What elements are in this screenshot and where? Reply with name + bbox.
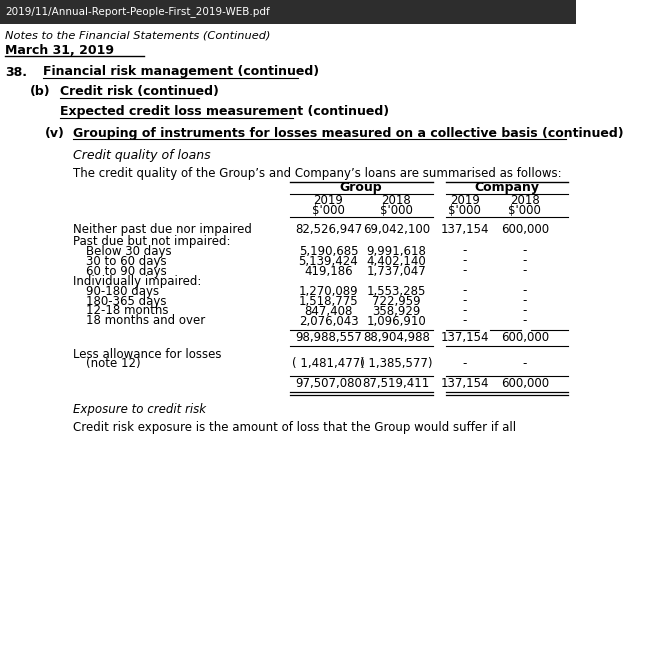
Text: -: - bbox=[462, 255, 467, 267]
Text: -: - bbox=[523, 304, 527, 317]
Text: 1,518,775: 1,518,775 bbox=[298, 294, 358, 308]
Text: Expected credit loss measurement (continued): Expected credit loss measurement (contin… bbox=[60, 106, 389, 118]
Text: March 31, 2019: March 31, 2019 bbox=[5, 44, 114, 58]
Text: -: - bbox=[462, 245, 467, 257]
Text: 137,154: 137,154 bbox=[441, 331, 489, 345]
Text: 5,190,685: 5,190,685 bbox=[299, 245, 358, 257]
Text: Credit risk (continued): Credit risk (continued) bbox=[60, 85, 219, 99]
Text: 1,553,285: 1,553,285 bbox=[366, 284, 426, 298]
Text: $'000: $'000 bbox=[312, 204, 345, 218]
Text: (b): (b) bbox=[30, 85, 50, 99]
Text: 2019: 2019 bbox=[450, 194, 480, 208]
Text: 12-18 months: 12-18 months bbox=[86, 304, 168, 317]
Text: -: - bbox=[523, 294, 527, 308]
Text: Past due but not impaired:: Past due but not impaired: bbox=[73, 235, 230, 247]
Text: -: - bbox=[523, 358, 527, 370]
Text: -: - bbox=[462, 294, 467, 308]
Text: Credit risk exposure is the amount of loss that the Group would suffer if all: Credit risk exposure is the amount of lo… bbox=[73, 421, 516, 433]
Text: 419,186: 419,186 bbox=[304, 265, 353, 278]
Text: (v): (v) bbox=[44, 126, 65, 140]
Text: (note 12): (note 12) bbox=[86, 358, 140, 370]
FancyBboxPatch shape bbox=[0, 0, 577, 24]
Text: ( 1,385,577): ( 1,385,577) bbox=[360, 358, 433, 370]
Text: 2019: 2019 bbox=[314, 194, 343, 208]
Text: 137,154: 137,154 bbox=[441, 378, 489, 390]
Text: -: - bbox=[523, 314, 527, 327]
Text: 60 to 90 days: 60 to 90 days bbox=[86, 265, 167, 278]
Text: 38.: 38. bbox=[5, 65, 27, 79]
Text: 90-180 days: 90-180 days bbox=[86, 284, 159, 298]
Text: 722,959: 722,959 bbox=[372, 294, 421, 308]
Text: 2018: 2018 bbox=[510, 194, 540, 208]
Text: ( 1,481,477): ( 1,481,477) bbox=[292, 358, 365, 370]
Text: -: - bbox=[462, 265, 467, 278]
Text: -: - bbox=[462, 304, 467, 317]
Text: Group: Group bbox=[340, 181, 382, 194]
Text: 600,000: 600,000 bbox=[501, 378, 549, 390]
Text: $'000: $'000 bbox=[380, 204, 413, 218]
Text: -: - bbox=[523, 255, 527, 267]
Text: -: - bbox=[462, 284, 467, 298]
Text: $'000: $'000 bbox=[448, 204, 481, 218]
Text: 600,000: 600,000 bbox=[501, 331, 549, 345]
Text: 2,076,043: 2,076,043 bbox=[298, 314, 358, 327]
Text: -: - bbox=[462, 358, 467, 370]
Text: Less allowance for losses: Less allowance for losses bbox=[73, 347, 221, 360]
Text: 87,519,411: 87,519,411 bbox=[363, 378, 430, 390]
Text: Credit quality of loans: Credit quality of loans bbox=[73, 149, 210, 163]
Text: 600,000: 600,000 bbox=[501, 222, 549, 235]
Text: 30 to 60 days: 30 to 60 days bbox=[86, 255, 167, 267]
Text: Below 30 days: Below 30 days bbox=[86, 245, 171, 257]
Text: 18 months and over: 18 months and over bbox=[86, 314, 205, 327]
Text: Neither past due nor impaired: Neither past due nor impaired bbox=[73, 222, 252, 235]
Text: 1,096,910: 1,096,910 bbox=[366, 314, 426, 327]
Text: -: - bbox=[523, 284, 527, 298]
Text: Financial risk management (continued): Financial risk management (continued) bbox=[43, 65, 319, 79]
Text: 88,904,988: 88,904,988 bbox=[363, 331, 429, 345]
Text: 98,988,557: 98,988,557 bbox=[295, 331, 362, 345]
Text: The credit quality of the Group’s and Company’s loans are summarised as follows:: The credit quality of the Group’s and Co… bbox=[73, 167, 562, 179]
Text: 1,737,047: 1,737,047 bbox=[366, 265, 426, 278]
Text: -: - bbox=[462, 314, 467, 327]
Text: 1,270,089: 1,270,089 bbox=[298, 284, 358, 298]
Text: 137,154: 137,154 bbox=[441, 222, 489, 235]
Text: Individually impaired:: Individually impaired: bbox=[73, 274, 202, 288]
Text: 847,408: 847,408 bbox=[304, 304, 353, 317]
Text: 5,139,424: 5,139,424 bbox=[298, 255, 358, 267]
Text: Notes to the Financial Statements (Continued): Notes to the Financial Statements (Conti… bbox=[5, 31, 271, 41]
Text: Company: Company bbox=[474, 181, 540, 194]
Text: 82,526,947: 82,526,947 bbox=[295, 222, 362, 235]
Text: 9,991,618: 9,991,618 bbox=[366, 245, 426, 257]
Text: 358,929: 358,929 bbox=[372, 304, 421, 317]
Text: 2019/11/Annual-Report-People-First_2019-WEB.pdf: 2019/11/Annual-Report-People-First_2019-… bbox=[5, 7, 270, 17]
Text: Grouping of instruments for losses measured on a collective basis (continued): Grouping of instruments for losses measu… bbox=[73, 126, 624, 140]
Text: Exposure to credit risk: Exposure to credit risk bbox=[73, 403, 206, 417]
Text: 180-365 days: 180-365 days bbox=[86, 294, 166, 308]
Text: 2018: 2018 bbox=[381, 194, 411, 208]
Text: -: - bbox=[523, 265, 527, 278]
Text: 69,042,100: 69,042,100 bbox=[363, 222, 430, 235]
Text: 4,402,140: 4,402,140 bbox=[366, 255, 426, 267]
Text: -: - bbox=[523, 245, 527, 257]
Text: 97,507,080: 97,507,080 bbox=[295, 378, 362, 390]
Text: $'000: $'000 bbox=[509, 204, 541, 218]
